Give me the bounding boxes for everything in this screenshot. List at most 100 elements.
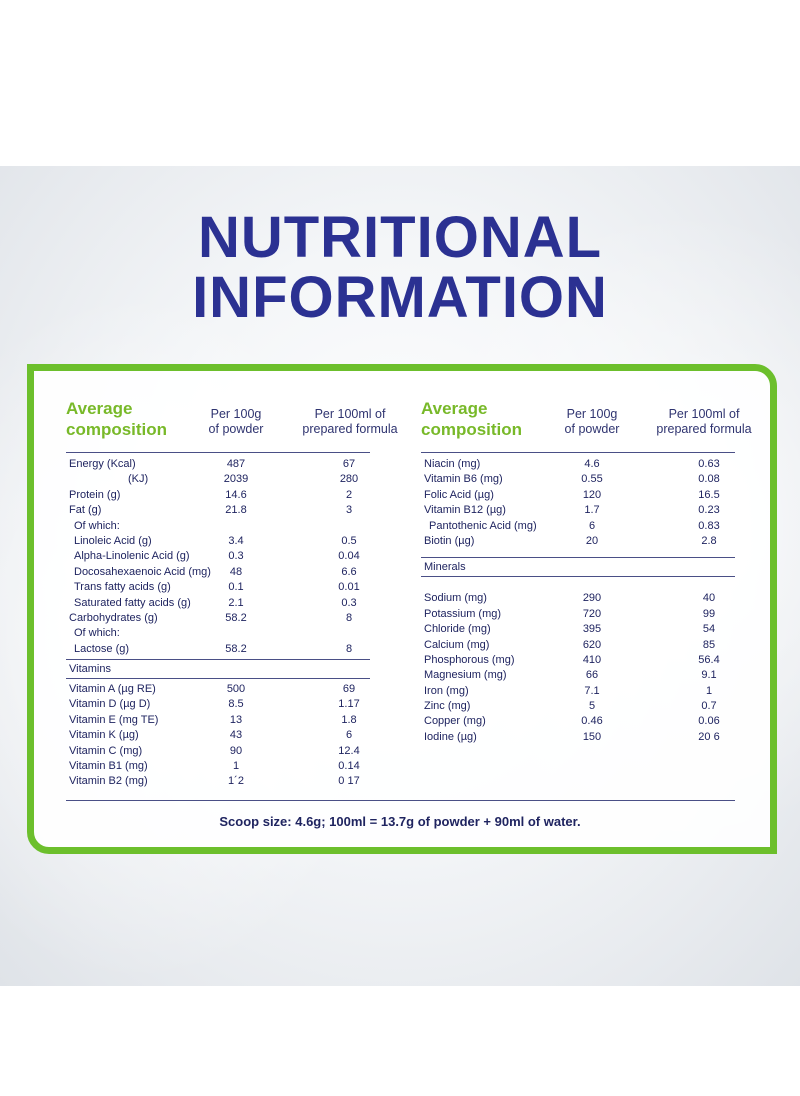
page-title-line-1: NUTRITIONAL (197, 205, 603, 270)
table-row: Phosphorous (mg) 410 56.4 (421, 653, 735, 668)
per-100ml-value: 2 (345, 488, 353, 501)
row-label: Iodine (µg) (424, 730, 477, 743)
row-label: Vitamin B2 (mg) (69, 775, 148, 788)
per-100g-value: 6 (588, 519, 596, 532)
row-label: Zinc (mg) (424, 700, 471, 713)
table-row: Vitamin B6 (mg) 0.55 0.08 (421, 472, 735, 487)
per-100g-value: 90 (229, 744, 243, 757)
row-label: Calcium (mg) (424, 638, 490, 651)
per-100g-value: 0.1 (228, 581, 244, 594)
per-100ml-value: 280 (339, 473, 359, 486)
per-100g-value: 2039 (223, 473, 249, 486)
per-100g-value: 14.6 (225, 488, 247, 501)
row-label: Protein (g) (69, 488, 121, 501)
per-100ml-value: 20 6 (698, 730, 720, 743)
per-100ml-value: 8 (345, 642, 353, 655)
per-100ml-value: 1.17 (338, 698, 360, 711)
right-heading: Average composition (421, 399, 523, 439)
per-100ml-value: 0.5 (341, 534, 357, 547)
table-row: Vitamin B12 (µg) 1.7 0.23 (421, 503, 735, 518)
table-row: (KJ) 2039 280 (66, 472, 370, 487)
per-100ml-value: 6.6 (341, 565, 357, 578)
per-100g-value: 8.5 (228, 698, 244, 711)
per-100g-value: 290 (582, 592, 602, 605)
row-label: Copper (mg) (424, 715, 486, 728)
row-label: Phosphorous (mg) (424, 653, 515, 666)
mineral-rows: Sodium (mg) 290 40 Potassium (mg) 720 99 Chlor… (421, 591, 735, 745)
divider (421, 557, 735, 559)
per-100ml-value: 69 (342, 683, 356, 696)
per-100ml-value: 56.4 (698, 653, 720, 666)
table-row: Magnesium (mg) 66 9.1 (421, 668, 735, 683)
row-label: Sodium (mg) (424, 592, 487, 605)
row-label: Lactose (g) (74, 642, 130, 655)
per-100g-value: 410 (582, 653, 602, 666)
per-100ml-value: 0.01 (338, 581, 360, 594)
table-row: Zinc (mg) 5 0.7 (421, 699, 735, 714)
right-col2-header: Per 100ml of prepared formula (656, 407, 752, 436)
per-100g-value: 500 (226, 683, 246, 696)
per-100ml-value: 0.83 (698, 519, 720, 532)
table-row: Copper (mg) 0.46 0.06 (421, 714, 735, 729)
per-100g-value: 21.8 (225, 504, 247, 517)
row-label: Trans fatty acids (g) (74, 581, 171, 594)
table-row: Vitamin A (µg RE) 500 69 (66, 682, 370, 697)
divider (66, 678, 370, 680)
per-100ml-value: 12.4 (338, 744, 360, 757)
row-label: Of which: (74, 627, 120, 640)
table-row: Calcium (mg) 620 85 (421, 638, 735, 653)
table-row: Vitamin E (mg TE) 13 1.8 (66, 713, 370, 728)
per-100g-value: 150 (582, 730, 602, 743)
section-minerals: Minerals (424, 561, 466, 574)
row-label: Magnesium (mg) (424, 669, 507, 682)
per-100ml-value: 0.7 (701, 700, 717, 713)
row-label: Vitamin A (µg RE) (69, 683, 156, 696)
per-100ml-value: 0.14 (338, 760, 360, 773)
row-label: Pantothenic Acid (mg) (429, 519, 537, 532)
per-100g-value: 1.7 (584, 504, 600, 517)
table-row: Saturated fatty acids (g) 2.1 0.3 (66, 596, 370, 611)
table-row: Chloride (mg) 395 54 (421, 622, 735, 637)
per-100ml-value: 99 (702, 607, 716, 620)
row-label: (KJ) (128, 473, 149, 486)
per-100g-value: 395 (582, 623, 602, 636)
row-label: Vitamin K (µg) (69, 729, 139, 742)
table-row: Docosahexaenoic Acid (mg) 48 6.6 (66, 565, 370, 580)
table-row: Vitamin B1 (mg) 1 0.14 (66, 759, 370, 774)
row-label: Linoleic Acid (g) (74, 534, 152, 547)
table-row: Fat (g) 21.8 3 (66, 503, 370, 518)
nutrition-panel (27, 364, 777, 854)
per-100ml-value: 0 17 (338, 775, 360, 788)
per-100ml-value: 54 (702, 623, 716, 636)
row-label: Vitamin E (mg TE) (69, 713, 159, 726)
row-label: Docosahexaenoic Acid (mg) (74, 565, 211, 578)
table-row: Potassium (mg) 720 99 (421, 607, 735, 622)
left-col2-header: Per 100ml of prepared formula (302, 407, 398, 436)
per-100ml-value: 0.63 (698, 458, 720, 470)
row-label: Vitamin B6 (mg) (424, 473, 503, 486)
table-row: Iron (mg) 7.1 1 (421, 684, 735, 699)
table-row: Lactose (g) 58.2 8 (66, 642, 370, 657)
row-label: Alpha-Linolenic Acid (g) (74, 550, 190, 563)
row-label: Iron (mg) (424, 684, 469, 697)
divider (66, 452, 370, 453)
table-row: Carbohydrates (g) 58.2 8 (66, 611, 370, 626)
table-row: Vitamin C (mg) 90 12.4 (66, 744, 370, 759)
per-100g-value: 1 (232, 760, 240, 773)
per-100g-value: 2.1 (228, 596, 244, 609)
per-100ml-value: 9.1 (701, 669, 717, 682)
per-100ml-value: 3 (345, 504, 353, 517)
row-label: Vitamin D (µg D) (69, 698, 151, 711)
per-100g-value: 58.2 (225, 611, 247, 624)
right-col1-header: Per 100g of powder (564, 407, 620, 436)
row-label: Biotin (µg) (424, 534, 475, 547)
table-row: Iodine (µg) 150 20 6 (421, 730, 735, 745)
row-label: Of which: (74, 519, 120, 532)
row-label: Carbohydrates (g) (69, 611, 158, 624)
divider (421, 576, 735, 578)
table-row: Of which: (66, 519, 370, 534)
left-col1-header: Per 100g of powder (208, 407, 264, 436)
bottom-divider (66, 800, 735, 801)
row-label: Fat (g) (69, 504, 102, 517)
table-row: Alpha-Linolenic Acid (g) 0.3 0.04 (66, 549, 370, 564)
